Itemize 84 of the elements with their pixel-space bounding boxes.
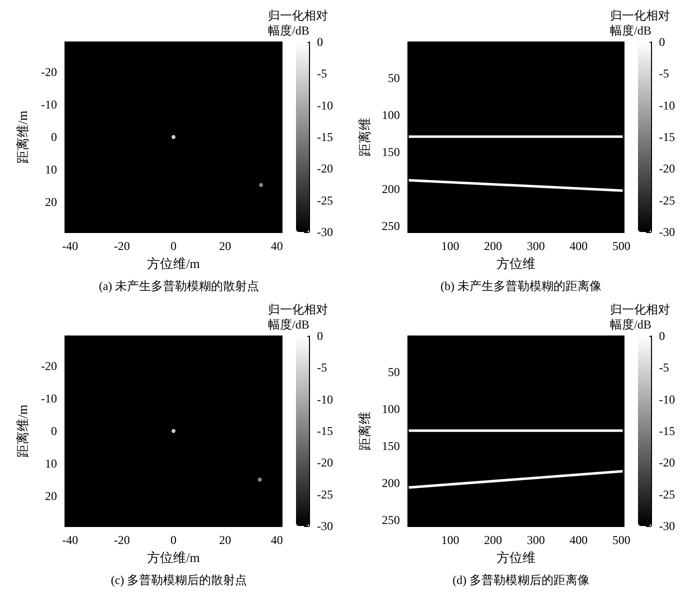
y-tick-label: 250 (382, 513, 400, 528)
color-bar-label: -10 (317, 392, 333, 406)
color-bar-title: 归一化相对幅度/dB (268, 8, 328, 38)
x-tick-label: 400 (570, 533, 588, 547)
text: (a) 未产生多普勒模糊的散射点 (98, 279, 260, 293)
color-bar-label: -15 (317, 424, 333, 438)
color-bar-label: -20 (317, 162, 333, 176)
color-bar-label: -5 (317, 66, 327, 81)
x-tick-label: 300 (526, 239, 545, 253)
x-tick-label: 40 (270, 533, 283, 547)
x-axis-title: 方位维 (496, 256, 536, 271)
y-axis-title: 距离维 (357, 118, 372, 156)
x-tick-label: 40 (270, 239, 283, 253)
color-bar-label: 0 (317, 35, 323, 49)
color-bar-label: 0 (659, 35, 665, 49)
y-tick-label: 0 (51, 424, 57, 438)
y-axis-title: 距离维/m (15, 110, 30, 164)
color-bar-label: -25 (317, 487, 333, 502)
x-tick-label: 300 (526, 533, 545, 547)
text: (c) 多普勒模糊后的散射点 (110, 573, 248, 587)
x-axis-title: 方位维 (496, 550, 536, 565)
color-bar-title: 归一化相对幅度/dB (610, 8, 670, 38)
x-tick-label: 0 (170, 239, 176, 253)
color-bar-label: -25 (317, 193, 333, 208)
color-bar-label: -15 (659, 130, 675, 144)
y-tick-label: 150 (382, 439, 400, 454)
x-tick-label: 500 (612, 239, 630, 253)
text: (d) 多普勒模糊后的距离像 (452, 573, 590, 587)
x-tick-label: 100 (441, 239, 460, 253)
x-tick-label: 20 (219, 239, 232, 253)
y-tick-label: -20 (41, 65, 57, 80)
y-tick-label: 150 (382, 145, 400, 160)
color-bar-label: -10 (317, 98, 333, 112)
color-bar-label: -20 (659, 162, 675, 176)
color-bar-label: -30 (659, 225, 675, 239)
y-tick-label: 100 (382, 108, 400, 122)
color-bar-title: 归一化相对幅度/dB (610, 302, 670, 332)
x-tick-label: 400 (570, 239, 588, 253)
y-axis-title: 距离维/m (15, 404, 30, 458)
x-tick-label: -40 (62, 533, 78, 547)
color-bar-label: -10 (659, 98, 675, 112)
color-bar-label: -10 (659, 392, 675, 406)
color-bar-title: 归一化相对幅度/dB (268, 302, 328, 332)
x-tick-label: -20 (114, 239, 130, 253)
y-tick-label: 10 (45, 162, 57, 176)
color-bar-label: -20 (659, 456, 675, 470)
y-tick-label: 0 (51, 130, 57, 144)
text: (b) 未产生多普勒模糊的距离像 (440, 279, 602, 293)
y-tick-label: -10 (41, 392, 57, 406)
y-tick-label: 20 (45, 194, 57, 209)
y-tick-label: 20 (45, 488, 57, 503)
x-tick-label: -20 (114, 533, 130, 547)
color-bar-label: -25 (659, 193, 675, 208)
color-bar-label: -15 (659, 424, 675, 438)
color-bar-label: 0 (317, 329, 323, 343)
color-bar-label: -5 (659, 66, 669, 81)
color-bar-label: -25 (659, 487, 675, 502)
color-bar-label: -5 (659, 360, 669, 375)
x-tick-label: 500 (612, 533, 630, 547)
y-tick-label: -10 (41, 98, 57, 112)
color-bar-label: 0 (659, 329, 665, 343)
y-tick-label: 50 (388, 365, 400, 380)
y-axis-title: 距离维 (357, 412, 372, 450)
x-axis-title: 方位维/m (147, 550, 200, 565)
y-tick-label: 100 (382, 402, 400, 416)
color-bar-label: -30 (317, 519, 333, 533)
x-axis-title: 方位维/m (147, 256, 200, 271)
color-bar-label: -5 (317, 360, 327, 375)
x-tick-label: 20 (219, 533, 232, 547)
y-tick-label: -20 (41, 359, 57, 374)
x-tick-label: 100 (441, 533, 460, 547)
x-tick-label: 0 (170, 533, 176, 547)
y-tick-label: 200 (382, 182, 400, 196)
y-tick-label: 250 (382, 219, 400, 234)
color-bar-label: -15 (317, 130, 333, 144)
y-tick-label: 10 (45, 456, 57, 470)
x-tick-label: 200 (484, 533, 502, 547)
y-tick-label: 50 (388, 71, 400, 86)
x-tick-label: -40 (62, 239, 78, 253)
color-bar-label: -20 (317, 456, 333, 470)
color-bar-label: -30 (317, 225, 333, 239)
x-tick-label: 200 (484, 239, 502, 253)
y-tick-label: 200 (382, 476, 400, 490)
color-bar-label: -30 (659, 519, 675, 533)
